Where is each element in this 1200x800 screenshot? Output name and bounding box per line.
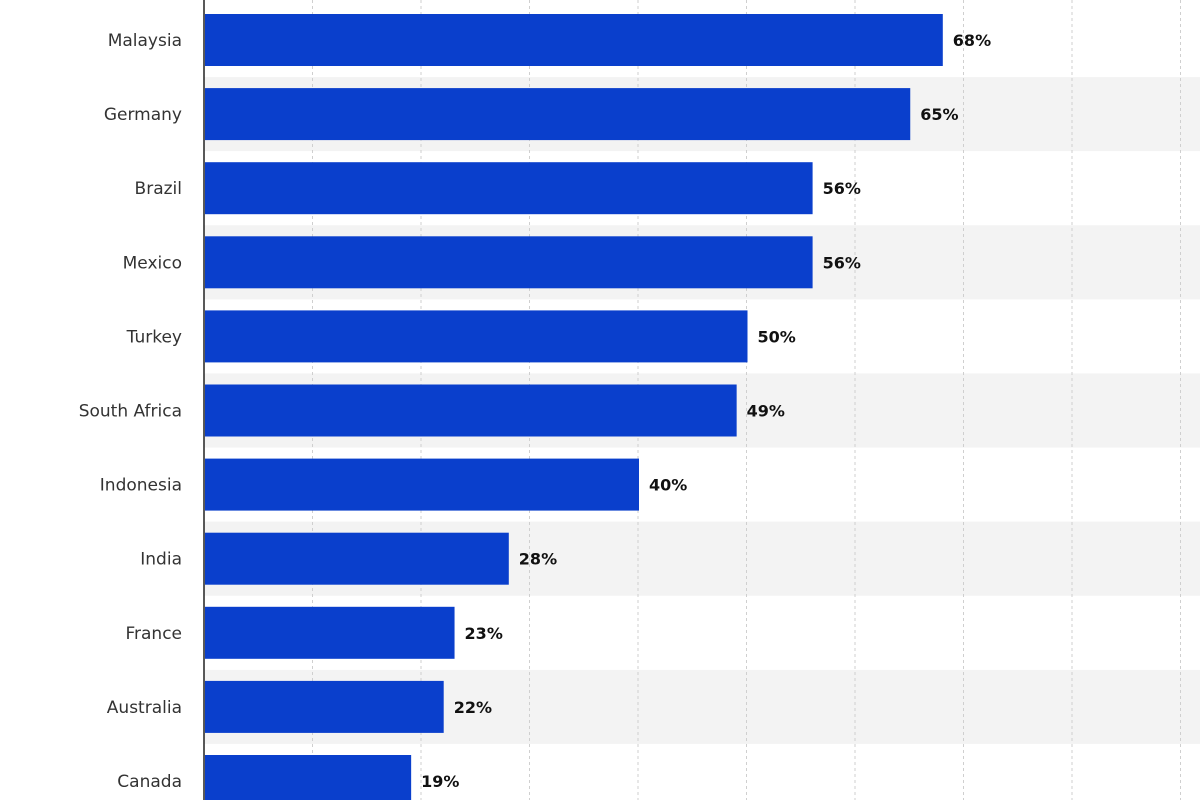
value-label: 49% xyxy=(747,402,785,421)
bar xyxy=(205,606,455,659)
value-label: 23% xyxy=(465,624,503,643)
value-label: 19% xyxy=(421,772,459,791)
category-label: France xyxy=(125,624,182,644)
bar xyxy=(205,14,943,66)
category-label: Indonesia xyxy=(100,476,182,496)
category-label: Canada xyxy=(117,772,182,792)
bar xyxy=(205,680,444,733)
category-label: Turkey xyxy=(126,327,182,347)
category-label: Mexico xyxy=(123,253,182,273)
category-label: Germany xyxy=(104,105,182,125)
category-label: India xyxy=(140,550,182,570)
value-label: 22% xyxy=(454,698,492,717)
value-labels: 68% 65% 56% 56% 50% 49% 40% 28% 23% 22% 19% xyxy=(421,31,991,791)
value-label: 40% xyxy=(649,476,687,495)
category-label: Malaysia xyxy=(108,31,182,51)
value-label: 56% xyxy=(823,179,861,198)
bar xyxy=(205,236,813,289)
bar xyxy=(205,755,412,800)
value-label: 28% xyxy=(519,550,557,569)
bar xyxy=(205,310,748,363)
bar xyxy=(205,384,737,437)
category-label: Australia xyxy=(107,698,182,718)
bar xyxy=(205,458,639,511)
value-label: 50% xyxy=(758,327,796,346)
value-label: 68% xyxy=(953,31,991,50)
bars xyxy=(205,14,943,800)
category-labels: Malaysia Germany Brazil Mexico Turkey South A… xyxy=(79,31,182,792)
value-label: 65% xyxy=(920,105,958,124)
category-label: Brazil xyxy=(135,179,182,199)
bar xyxy=(205,162,813,215)
bar xyxy=(205,88,911,141)
bar xyxy=(205,532,509,585)
value-label: 56% xyxy=(823,253,861,272)
category-label: South Africa xyxy=(79,402,182,422)
